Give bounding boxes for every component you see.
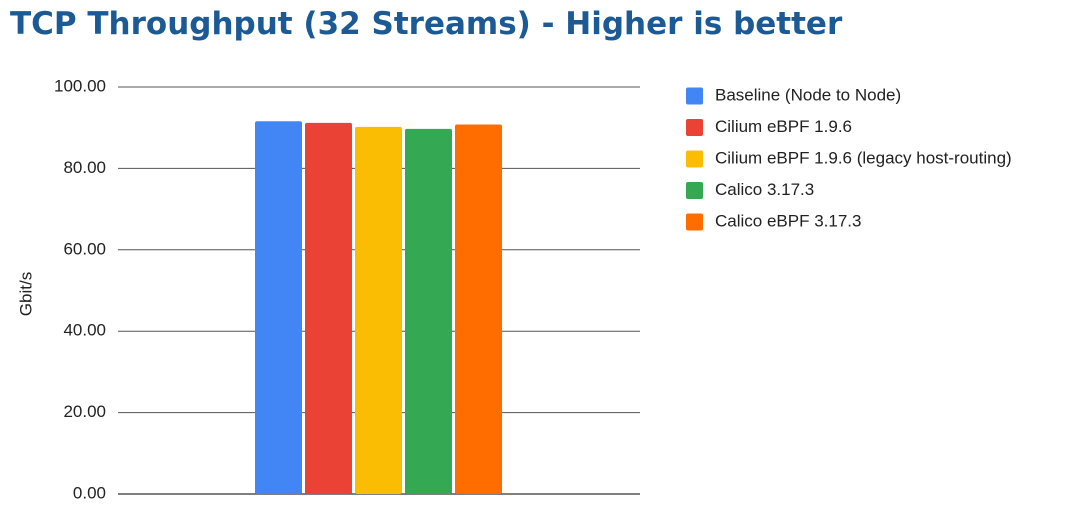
chart-title: TCP Throughput (32 Streams) - Higher is …	[10, 6, 843, 42]
y-tick-labels: 0.00 20.00 40.00 60.00 80.00 100.00	[54, 76, 106, 502]
legend-label: Cilium eBPF 1.9.6 (legacy host-routing)	[715, 148, 1012, 167]
legend-label: Calico 3.17.3	[715, 180, 814, 199]
legend-swatch	[686, 182, 703, 199]
bar-3	[355, 126, 402, 495]
bar-5	[455, 124, 502, 494]
legend-swatch	[686, 213, 703, 231]
legend-label: Baseline (Node to Node)	[715, 85, 901, 104]
legend-swatch	[686, 150, 703, 168]
y-tick-label: 60.00	[63, 239, 106, 258]
bars	[255, 121, 502, 495]
y-tick-label: 40.00	[63, 321, 106, 340]
legend-swatch	[686, 119, 703, 136]
legend-swatch	[686, 87, 703, 105]
bar-2	[305, 122, 352, 494]
y-axis-title: Gbit/s	[16, 272, 35, 316]
y-tick-label: 0.00	[73, 483, 106, 502]
legend: Baseline (Node to Node) Cilium eBPF 1.9.6…	[686, 85, 1012, 231]
bar-4	[405, 128, 452, 494]
y-tick-label: 20.00	[63, 402, 106, 421]
bar-1	[255, 121, 302, 495]
legend-label: Cilium eBPF 1.9.6	[715, 117, 852, 136]
y-tick-label: 80.00	[63, 158, 106, 177]
legend-label: Calico eBPF 3.17.3	[715, 211, 861, 230]
y-tick-label: 100.00	[54, 76, 106, 95]
